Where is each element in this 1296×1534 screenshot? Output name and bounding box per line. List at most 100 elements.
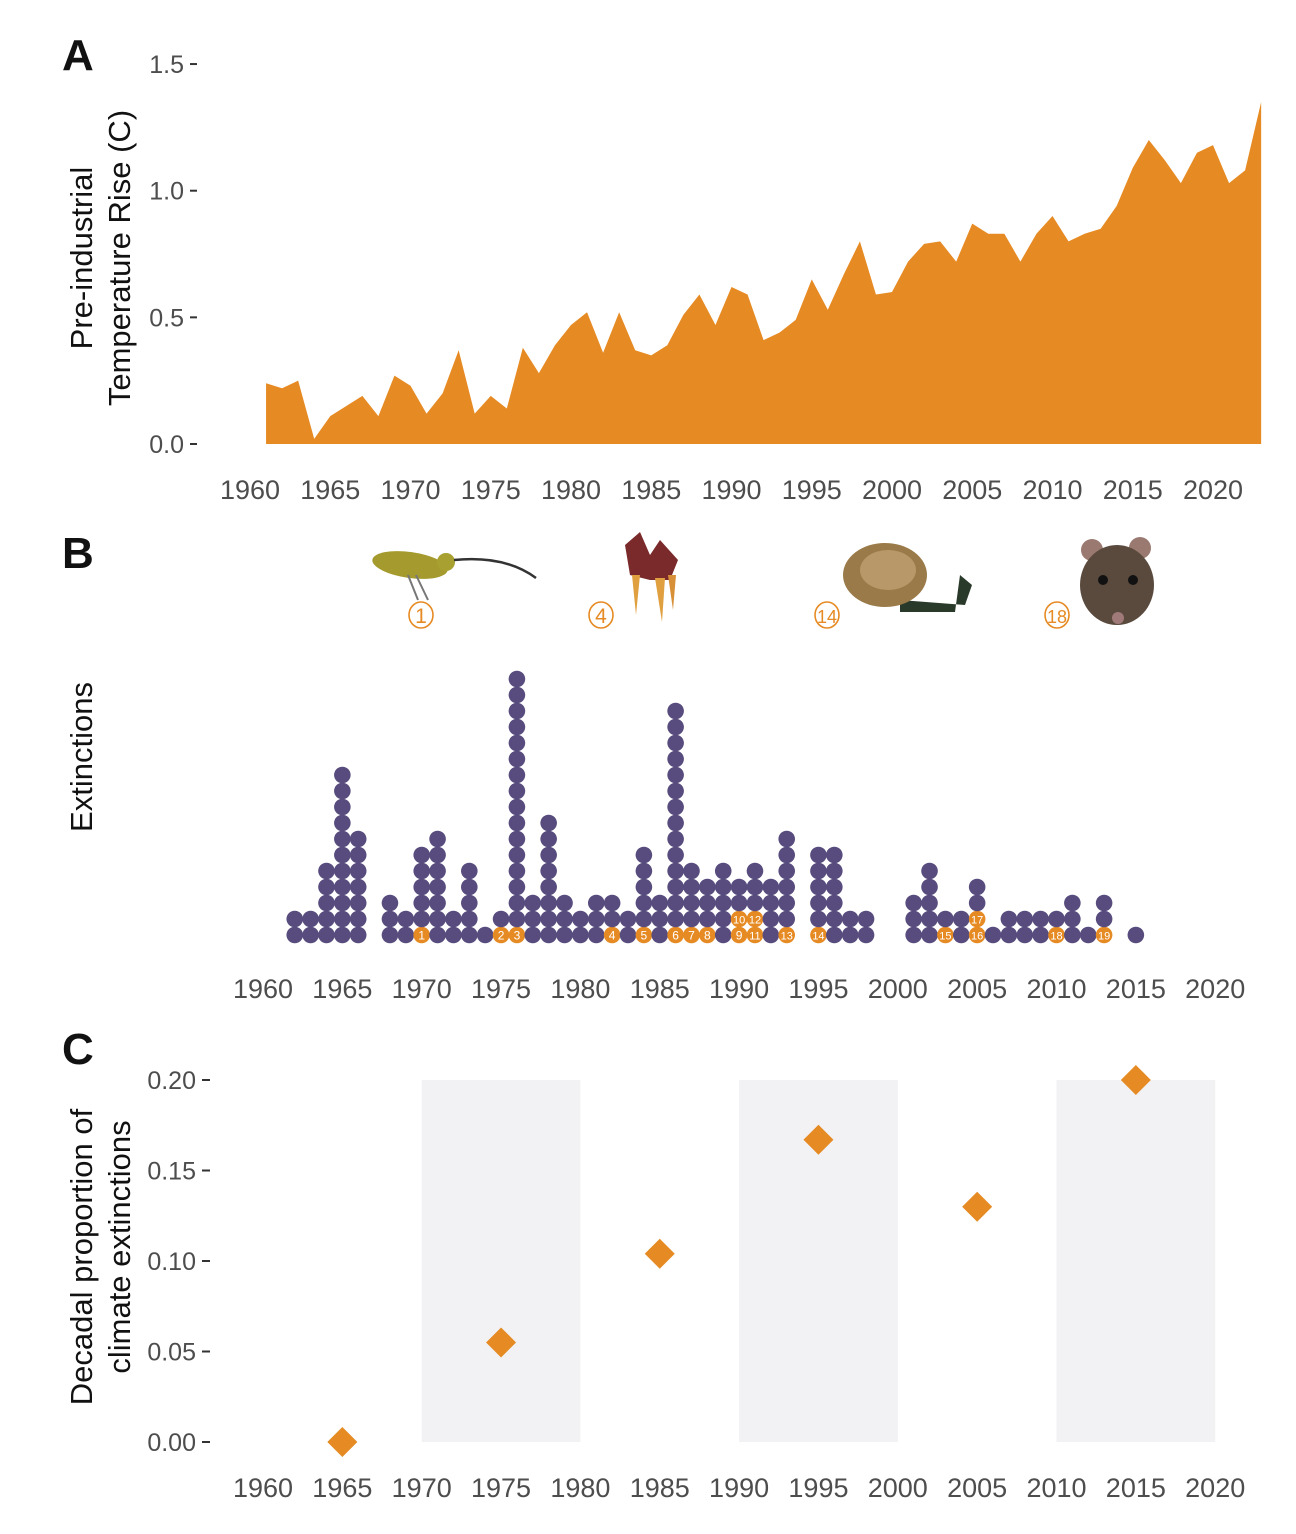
decade-shade-band [421, 1080, 581, 1442]
extinction-dot [1048, 910, 1065, 928]
extinction-dot [334, 862, 351, 880]
extinction-dot [508, 846, 526, 864]
y-tick-label: 0.00 [147, 1429, 196, 1457]
climate-extinction-label: 2 [498, 929, 505, 943]
extinction-dot [413, 910, 431, 928]
extinction-dot [302, 926, 319, 944]
extinction-dot [921, 910, 938, 928]
x-tick-label: 1990 [701, 475, 761, 505]
extinction-dot [540, 926, 557, 944]
extinction-dot [508, 670, 526, 688]
extinction-dot [1000, 926, 1018, 944]
y-tick-label: 0.05 [147, 1339, 196, 1367]
extinction-dot [635, 878, 653, 896]
extinction-dot [508, 718, 526, 736]
extinction-dot [746, 862, 764, 880]
extinction-dot [1064, 926, 1081, 944]
extinction-dot [318, 862, 335, 880]
extinction-dot [810, 846, 827, 864]
extinction-dot [778, 894, 796, 912]
extinction-dot [619, 910, 637, 928]
snail-shell-highlight [860, 550, 916, 590]
species-image-bird: 1 [372, 551, 537, 629]
data-point-diamond [962, 1191, 993, 1222]
climate-extinction-label: 18 [1050, 931, 1062, 943]
extinction-dot [1064, 910, 1081, 928]
extinction-dot [1032, 926, 1049, 944]
extinction-dot [778, 862, 796, 880]
extinction-dot [762, 894, 780, 912]
x-tick-label: 1980 [550, 974, 610, 1004]
x-tick-label: 1980 [541, 475, 601, 505]
bird-legs [407, 574, 429, 601]
ylabel-line-1: Pre-industrial [64, 167, 99, 350]
y-tick-label: 0.0 [149, 431, 184, 459]
extinction-dot [667, 894, 684, 912]
flower-petal [655, 578, 665, 622]
extinction-dot [952, 910, 970, 928]
climate-extinction-dot [730, 926, 748, 944]
extinction-dot [937, 910, 954, 928]
x-tick-label: 2010 [1022, 475, 1082, 505]
extinction-dot [429, 894, 446, 912]
climate-extinction-label: 7 [688, 929, 695, 943]
extinction-dot [1079, 926, 1097, 944]
panel-a-temperature-chart: 0.0 0.5 1.0 1.5 1960 1965 1970 1975 1980 1985 1990… [149, 51, 1262, 505]
x-tick-label: 1985 [630, 974, 690, 1004]
extinction-dot [508, 686, 526, 704]
extinction-dot [683, 878, 700, 896]
extinction-dot [318, 878, 335, 896]
climate-extinction-dot [968, 926, 986, 944]
decade-shade-band [1056, 1080, 1216, 1442]
extinction-dot [667, 782, 684, 800]
extinction-dot [826, 878, 843, 896]
extinction-dot [318, 910, 335, 928]
extinction-dot [810, 910, 827, 928]
mouse-eye [1098, 575, 1108, 585]
extinction-dot [349, 910, 367, 928]
panel-label-c: C [62, 1025, 94, 1074]
circled-number-label: 1 [415, 605, 427, 628]
extinction-dot [921, 878, 938, 896]
x-tick-label: 2020 [1185, 1473, 1245, 1503]
extinction-dot [714, 910, 732, 928]
extinction-dot [445, 910, 462, 928]
climate-extinction-label: 3 [514, 929, 521, 943]
extinction-dot [810, 862, 827, 880]
extinction-dot [667, 830, 684, 848]
ylabel-line-2: Temperature Rise (C) [102, 110, 137, 406]
extinction-dot [667, 814, 684, 832]
extinction-dot [667, 910, 684, 928]
flower-petal [632, 575, 640, 615]
extinction-dot [667, 862, 684, 880]
extinction-dot [1032, 910, 1049, 928]
panel-b-species-images: 1 4 14 18 [372, 532, 1154, 629]
y-tick-label: 0.10 [147, 1248, 196, 1276]
extinction-dot [778, 910, 796, 928]
mouse-nose [1112, 612, 1124, 624]
extinction-dot [381, 910, 399, 928]
extinction-dot [413, 894, 431, 912]
climate-extinction-label: 14 [812, 931, 824, 943]
extinction-dot [699, 894, 716, 912]
circled-number-outline [1044, 601, 1070, 629]
x-tick-label: 1990 [709, 974, 769, 1004]
climate-extinction-dot [937, 926, 954, 944]
extinction-dot [730, 894, 748, 912]
climate-extinction-dot [746, 910, 764, 928]
x-tick-label: 2005 [947, 974, 1007, 1004]
extinction-dot [921, 862, 938, 880]
extinction-dot [778, 846, 796, 864]
extinction-dot [921, 894, 938, 912]
extinction-dot [667, 766, 684, 784]
extinction-dot [1095, 910, 1113, 928]
extinction-dot [683, 910, 700, 928]
climate-extinction-label: 5 [641, 929, 648, 943]
extinction-dot [492, 910, 510, 928]
extinction-dot [540, 830, 557, 848]
x-tick-label: 1960 [220, 475, 280, 505]
climate-extinction-label: 17 [971, 915, 983, 927]
x-tick-label: 1975 [461, 475, 521, 505]
climate-extinction-dot [778, 926, 796, 944]
extinction-dot [508, 798, 526, 816]
